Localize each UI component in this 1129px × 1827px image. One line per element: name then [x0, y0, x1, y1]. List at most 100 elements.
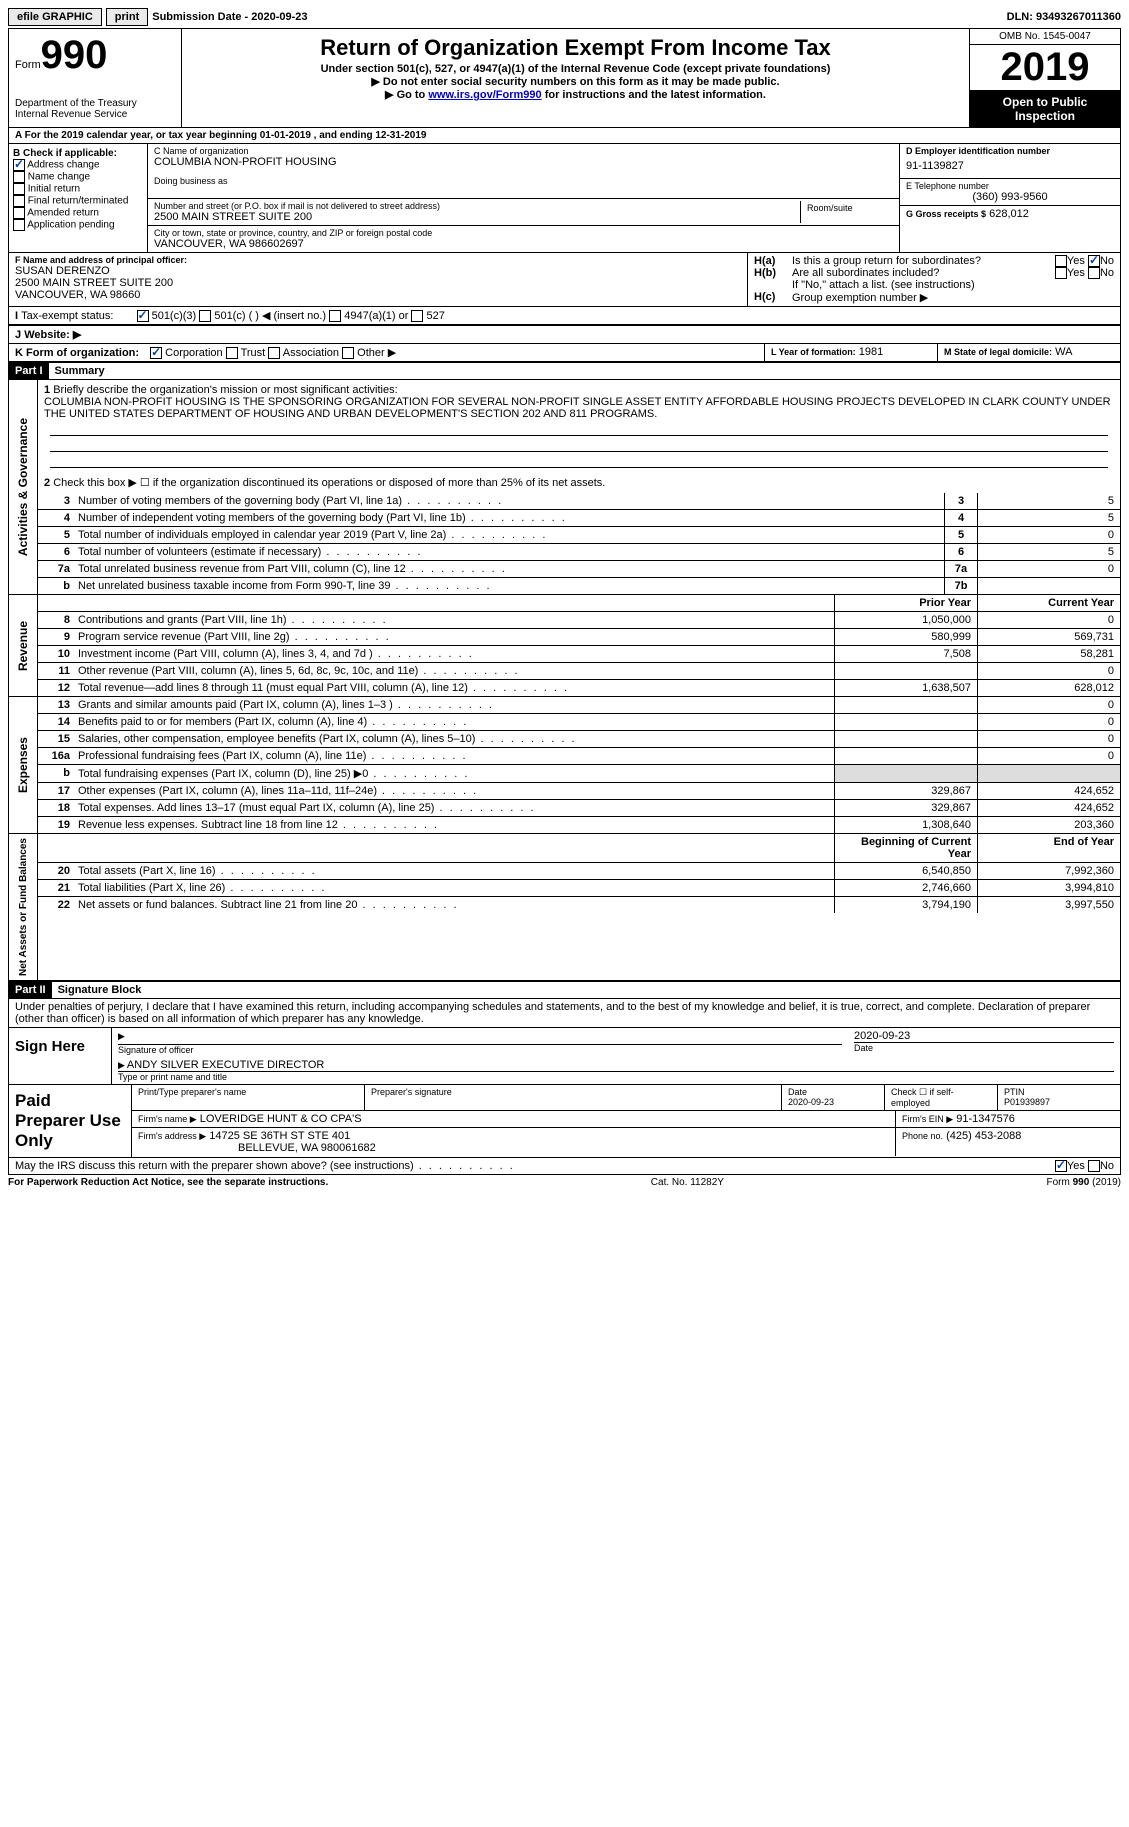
ag-box: 3 — [944, 493, 977, 509]
form-header: Form990 Department of the Treasury Inter… — [9, 29, 1120, 128]
line-num: 10 — [38, 646, 74, 662]
k-check-2[interactable] — [268, 347, 280, 359]
tax-year: 2019 — [970, 45, 1120, 91]
firm-name: LOVERIDGE HUNT & CO CPA'S — [200, 1113, 362, 1125]
rev-label: Revenue — [14, 617, 32, 675]
blocks-klm: K Form of organization: Corporation Trus… — [9, 344, 1120, 362]
officer-addr2: VANCOUVER, WA 98660 — [15, 289, 741, 301]
ag-num: b — [38, 578, 74, 594]
line-prior — [834, 697, 977, 713]
line-current: 424,652 — [977, 783, 1120, 799]
goto-post: for instructions and the latest informat… — [542, 89, 766, 101]
ptin-label: PTIN — [1004, 1087, 1025, 1097]
ag-num: 4 — [38, 510, 74, 526]
prep-sig-label: Preparer's signature — [365, 1085, 782, 1110]
k-check-0[interactable] — [150, 347, 162, 359]
line-desc: Net assets or fund balances. Subtract li… — [74, 897, 834, 913]
paid-label: Paid Preparer Use Only — [9, 1085, 131, 1157]
ha-yes[interactable] — [1055, 255, 1067, 267]
ag-desc: Total number of volunteers (estimate if … — [74, 544, 944, 560]
i-check-2[interactable] — [329, 310, 341, 322]
open-public: Open to Public Inspection — [970, 91, 1120, 127]
header-mid: Return of Organization Exempt From Incom… — [182, 29, 969, 127]
line-prior: 580,999 — [834, 629, 977, 645]
part1-label: Part I — [9, 363, 49, 379]
header-right: OMB No. 1545-0047 2019 Open to Public In… — [969, 29, 1120, 127]
room-label: Room/suite — [807, 203, 887, 213]
no1: No — [1100, 255, 1114, 267]
b-check-4[interactable] — [13, 207, 25, 219]
discuss-no[interactable] — [1088, 1160, 1100, 1172]
line-current: 569,731 — [977, 629, 1120, 645]
hb-yes[interactable] — [1055, 267, 1067, 279]
b-check-5[interactable] — [13, 219, 25, 231]
i-opt-1: 501(c) ( ) ◀ (insert no.) — [214, 310, 326, 322]
discuss-yes[interactable] — [1055, 1160, 1067, 1172]
irs-link[interactable]: www.irs.gov/Form990 — [428, 89, 541, 101]
yes3: Yes — [1067, 1160, 1085, 1172]
b-check-1[interactable] — [13, 171, 25, 183]
block-b: B Check if applicable: Address change Na… — [9, 144, 148, 252]
line-current: 0 — [977, 612, 1120, 628]
i-opt-2: 4947(a)(1) or — [344, 310, 408, 322]
blocks-bcdefg: B Check if applicable: Address change Na… — [9, 144, 1120, 253]
perjury-text: Under penalties of perjury, I declare th… — [9, 999, 1120, 1027]
line-current: 58,281 — [977, 646, 1120, 662]
line-desc: Total expenses. Add lines 13–17 (must eq… — [74, 800, 834, 816]
street: 2500 MAIN STREET SUITE 200 — [154, 211, 800, 223]
check-if: Check ☐ if self-employed — [885, 1085, 998, 1110]
block-k-label: K Form of organization: — [15, 347, 139, 359]
officer-name: SUSAN DERENZO — [15, 265, 741, 277]
b-check-0[interactable] — [13, 159, 25, 171]
i-check-1[interactable] — [199, 310, 211, 322]
ag-num: 5 — [38, 527, 74, 543]
i-check-3[interactable] — [411, 310, 423, 322]
sig-date-val: 2020-09-23 — [854, 1030, 1114, 1042]
officer-addr1: 2500 MAIN STREET SUITE 200 — [15, 277, 741, 289]
i-opt-0: 501(c)(3) — [152, 310, 197, 322]
k-check-1[interactable] — [226, 347, 238, 359]
ag-num: 3 — [38, 493, 74, 509]
line-num: b — [38, 765, 74, 782]
ha-label: H(a) — [754, 255, 792, 267]
print-btn[interactable]: print — [106, 8, 148, 26]
line-current: 3,994,810 — [977, 880, 1120, 896]
gross-label: G Gross receipts $ — [906, 209, 986, 219]
ag-desc: Net unrelated business taxable income fr… — [74, 578, 944, 594]
line-prior: 2,746,660 — [834, 880, 977, 896]
ein-val: 91-1139827 — [906, 156, 1114, 176]
i-check-0[interactable] — [137, 310, 149, 322]
phone-label: E Telephone number — [906, 181, 1114, 191]
part1-header: Part I Summary — [9, 362, 1120, 380]
k-check-3[interactable] — [342, 347, 354, 359]
col-current: Current Year — [977, 595, 1120, 611]
hb-label: H(b) — [754, 267, 792, 279]
footer-right: Form 990 (2019) — [1047, 1177, 1121, 1188]
line-desc: Benefits paid to or for members (Part IX… — [74, 714, 834, 730]
website-label: Website: ▶ — [24, 329, 81, 341]
section-ag: Activities & Governance 1 Briefly descri… — [9, 380, 1120, 595]
dba-label: Doing business as — [154, 176, 893, 186]
no3: No — [1100, 1160, 1114, 1172]
omb-number: OMB No. 1545-0047 — [970, 29, 1120, 45]
line-num: 21 — [38, 880, 74, 896]
ssn-note: ▶ Do not enter social security numbers o… — [188, 75, 963, 88]
ag-box: 7b — [944, 578, 977, 594]
line-desc: Total liabilities (Part X, line 26) — [74, 880, 834, 896]
dept-label: Department of the Treasury Internal Reve… — [15, 98, 175, 120]
ha-no[interactable] — [1088, 255, 1100, 267]
col-prior: Prior Year — [834, 595, 977, 611]
firm-phone: (425) 453-2088 — [946, 1130, 1021, 1142]
line-num: 11 — [38, 663, 74, 679]
line-prior — [834, 731, 977, 747]
b-check-2[interactable] — [13, 183, 25, 195]
b-check-3[interactable] — [13, 195, 25, 207]
line-desc: Other revenue (Part VIII, column (A), li… — [74, 663, 834, 679]
ag-desc: Total number of individuals employed in … — [74, 527, 944, 543]
hb-no[interactable] — [1088, 267, 1100, 279]
line-desc: Salaries, other compensation, employee b… — [74, 731, 834, 747]
sig-officer-label: Signature of officer — [118, 1044, 842, 1055]
line-a-text: For the 2019 calendar year, or tax year … — [25, 130, 427, 141]
efile-btn[interactable]: efile GRAPHIC — [8, 8, 102, 26]
firm-ein-label: Firm's EIN ▶ — [902, 1114, 953, 1124]
